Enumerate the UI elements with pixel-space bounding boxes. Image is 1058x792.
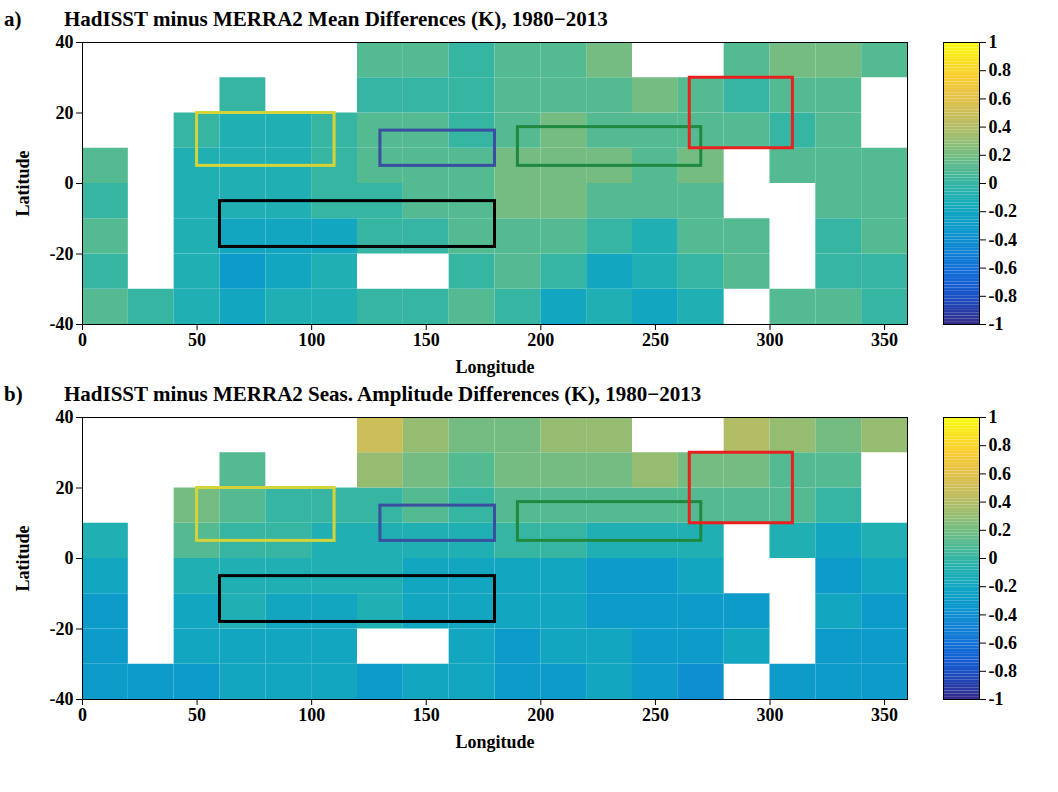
- svg-text:200: 200: [527, 705, 554, 725]
- svg-text:150: 150: [413, 330, 440, 350]
- svg-text:-40: -40: [50, 314, 74, 334]
- svg-text:20: 20: [56, 478, 74, 498]
- svg-text:-1: -1: [989, 689, 1004, 709]
- svg-text:0: 0: [989, 173, 998, 193]
- svg-text:Latitude: Latitude: [13, 525, 33, 591]
- svg-text:50: 50: [188, 330, 206, 350]
- html-text:HadISST minus MERRA2 Seas. Amp: HadISST minus MERRA2 Seas. Amplitude Dif…: [64, 382, 702, 406]
- svg-text:-0.4: -0.4: [989, 605, 1018, 625]
- svg-text:0.4: 0.4: [989, 117, 1012, 137]
- svg-text:-0.2: -0.2: [989, 576, 1018, 596]
- svg-text:0.8: 0.8: [989, 435, 1012, 455]
- svg-text:0.2: 0.2: [989, 520, 1012, 540]
- svg-text:-0.8: -0.8: [989, 661, 1018, 681]
- svg-text:0: 0: [65, 548, 74, 568]
- svg-text:150: 150: [413, 705, 440, 725]
- html-text:b): b): [4, 382, 23, 406]
- svg-text:300: 300: [757, 705, 784, 725]
- svg-text:20: 20: [56, 103, 74, 123]
- svg-text:-20: -20: [50, 244, 74, 264]
- svg-text:0: 0: [989, 548, 998, 568]
- svg-text:0: 0: [78, 330, 87, 350]
- svg-text:-1: -1: [989, 314, 1004, 334]
- svg-text:-0.2: -0.2: [989, 201, 1018, 221]
- svg-text:200: 200: [527, 330, 554, 350]
- svg-text:100: 100: [298, 705, 325, 725]
- svg-text:350: 350: [871, 330, 898, 350]
- svg-text:1: 1: [989, 32, 998, 52]
- html-text:HadISST minus MERRA2 Mean Diff: HadISST minus MERRA2 Mean Differences (K…: [64, 7, 608, 31]
- html-text:a): a): [4, 7, 22, 31]
- svg-text:250: 250: [642, 705, 669, 725]
- svg-text:0.4: 0.4: [989, 492, 1012, 512]
- svg-text:1: 1: [989, 407, 998, 427]
- svg-text:50: 50: [188, 705, 206, 725]
- svg-text:40: 40: [56, 32, 74, 52]
- svg-text:0.6: 0.6: [989, 89, 1012, 109]
- svg-text:0: 0: [65, 173, 74, 193]
- svg-text:250: 250: [642, 330, 669, 350]
- svg-text:350: 350: [871, 705, 898, 725]
- svg-text:0.6: 0.6: [989, 464, 1012, 484]
- svg-text:-0.6: -0.6: [989, 258, 1018, 278]
- svg-text:0.2: 0.2: [989, 145, 1012, 165]
- svg-text:300: 300: [757, 330, 784, 350]
- svg-text:Latitude: Latitude: [13, 150, 33, 216]
- svg-text:-0.6: -0.6: [989, 633, 1018, 653]
- svg-text:-0.8: -0.8: [989, 286, 1018, 306]
- svg-text:40: 40: [56, 407, 74, 427]
- svg-text:Longitude: Longitude: [455, 732, 534, 752]
- svg-text:0: 0: [78, 705, 87, 725]
- svg-text:-20: -20: [50, 619, 74, 639]
- svg-text:-40: -40: [50, 689, 74, 709]
- svg-text:0.8: 0.8: [989, 60, 1012, 80]
- svg-text:100: 100: [298, 330, 325, 350]
- svg-text:Longitude: Longitude: [455, 357, 534, 377]
- svg-text:-0.4: -0.4: [989, 230, 1018, 250]
